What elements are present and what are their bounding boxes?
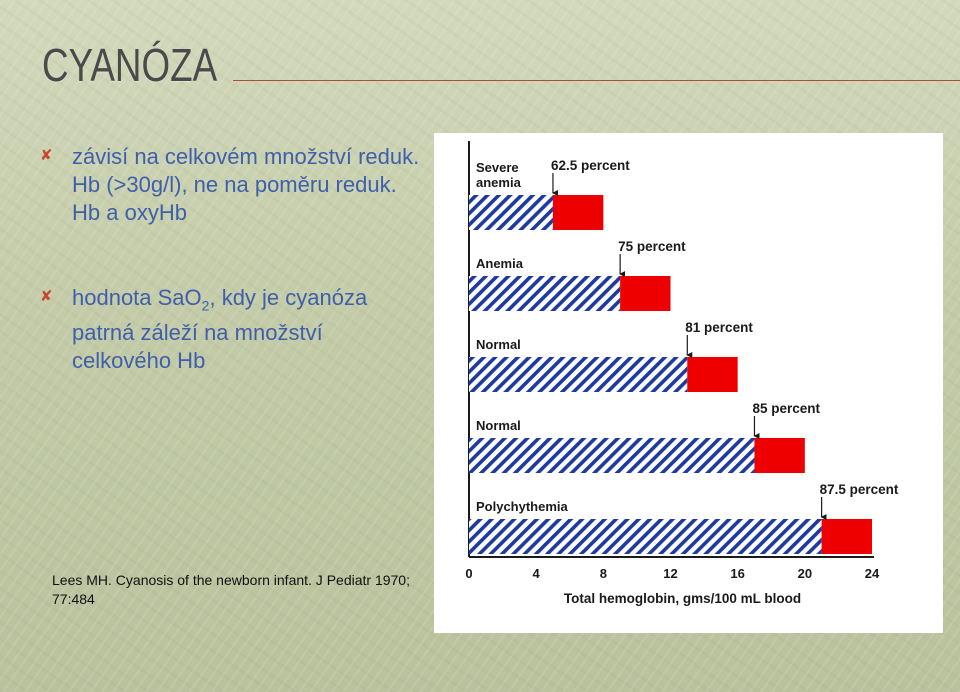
bar-hatched-5 — [469, 519, 822, 554]
bullet-text-2-subscript: 2 — [201, 297, 210, 314]
annotation-label-1: 62.5 percent — [551, 158, 630, 173]
annotation-label-3: 81 percent — [685, 320, 753, 335]
x-tick-label-8: 8 — [600, 566, 607, 581]
bar-solid-1 — [552, 195, 604, 230]
bar-solid-3 — [687, 357, 738, 392]
bar-hatched-2 — [469, 276, 621, 311]
citation: Lees MH. Cyanosis of the newborn infant.… — [52, 572, 410, 607]
category-label-1: anemia — [476, 175, 522, 190]
bar-hatched-4 — [469, 438, 755, 473]
bullet-text-2: hodnota SaO2, kdy je cyanóza patrná zále… — [72, 284, 422, 375]
annotation-label-5: 87.5 percent — [820, 482, 899, 497]
category-label-4: Normal — [476, 418, 521, 433]
bar-solid-2 — [620, 276, 671, 311]
category-label-5: Polychythemia — [476, 499, 569, 514]
title-underline — [233, 80, 960, 81]
x-bullet-icon: ✘ — [40, 146, 53, 164]
bullet-text-2-start: hodnota SaO — [72, 285, 202, 310]
x-tick-label-20: 20 — [798, 566, 812, 581]
category-label-3: Normal — [476, 337, 521, 352]
slide-title: CYANÓZA — [42, 39, 218, 91]
x-tick-label-24: 24 — [865, 566, 880, 581]
bar-solid-4 — [754, 438, 805, 473]
hemoglobin-chart: Severe anemia 62.5 percent Anemia 75 percent… — [434, 133, 943, 633]
x-bullet-icon: ✘ — [40, 287, 53, 305]
bullet-text-2-end: , kdy je cyanóza patrná záleží na množst… — [72, 285, 368, 374]
bar-hatched-3 — [469, 357, 688, 392]
bar-solid-5 — [821, 519, 872, 554]
annotation-label-2: 75 percent — [618, 239, 686, 254]
x-tick-label-0: 0 — [465, 566, 472, 581]
x-tick-label-4: 4 — [533, 566, 541, 581]
bullet-text-1: závisí na celkovém množství reduk. Hb (>… — [72, 144, 420, 225]
category-label-1: Severe — [476, 160, 519, 175]
x-axis-title: Total hemoglobin, gms/100 mL blood — [564, 591, 801, 606]
x-tick-label-12: 12 — [663, 566, 677, 581]
annotation-label-4: 85 percent — [752, 401, 820, 416]
x-tick-label-16: 16 — [730, 566, 744, 581]
bar-hatched-1 — [469, 195, 553, 230]
category-label-2: Anemia — [476, 256, 524, 271]
